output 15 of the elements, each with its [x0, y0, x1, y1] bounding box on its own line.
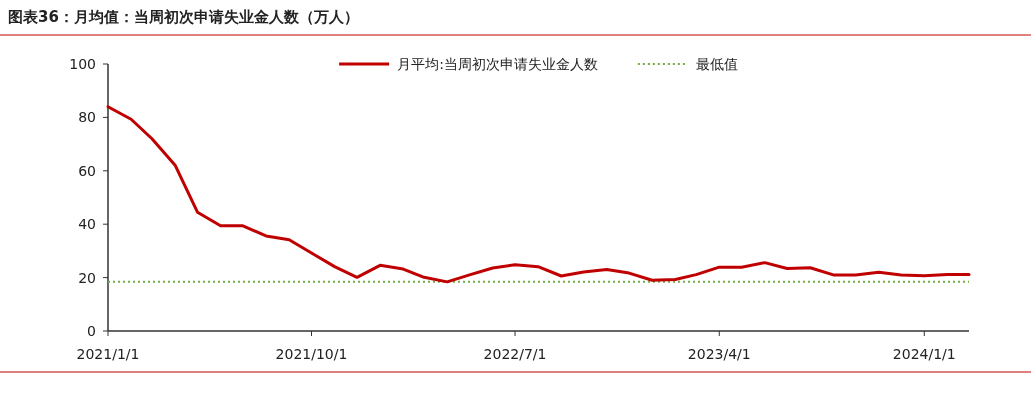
y-tick-label: 80: [78, 109, 96, 126]
y-tick-label: 40: [78, 216, 96, 233]
x-tick-label: 2023/4/1: [687, 346, 751, 362]
legend-label: 月平均:当周初次申请失业金人数: [397, 56, 598, 72]
y-tick-label: 60: [78, 162, 96, 179]
x-tick-label: 2021/10/1: [275, 346, 348, 362]
chart-title: 图表36：月均值：当周初次申请失业金人数（万人）: [8, 8, 359, 26]
legend-label: 最低值: [695, 56, 738, 72]
line-series: [106, 105, 971, 284]
y-tick-label: 20: [78, 269, 96, 286]
x-tick-label: 2022/7/1: [483, 346, 547, 362]
y-tick-label: 100: [69, 56, 96, 72]
y-tick-label: 0: [87, 323, 96, 339]
x-tick-label: 2021/1/1: [76, 346, 140, 362]
x-tick-label: 2024/1/1: [892, 346, 956, 362]
